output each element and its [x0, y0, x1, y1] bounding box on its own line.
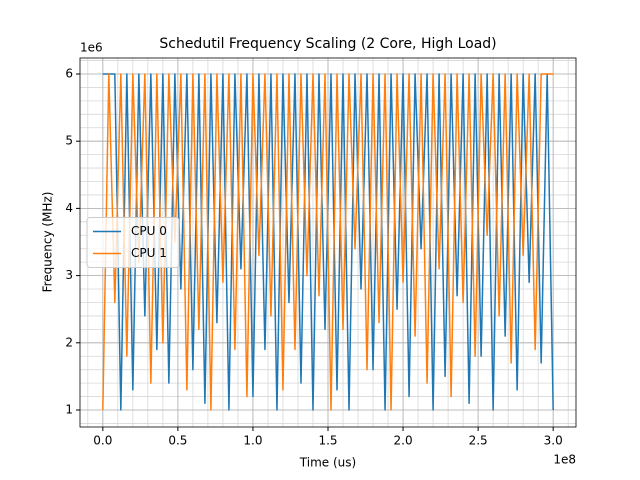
y-tick-label: 3: [65, 268, 73, 282]
legend: CPU 0 CPU 1: [86, 217, 180, 268]
y-axis-label: Frequency (MHz): [41, 192, 55, 293]
legend-box: [86, 217, 180, 268]
x-tick-label: 1.5: [318, 434, 337, 448]
y-tick-label: 2: [65, 335, 73, 349]
series-line: [102, 73, 554, 411]
x-tick-label: 0.0: [93, 434, 112, 448]
y-tick-label: 1: [65, 402, 73, 416]
y-tick-label: 6: [65, 66, 73, 80]
legend-label: CPU 1: [131, 246, 167, 260]
chart-title: Schedutil Frequency Scaling (2 Core, Hig…: [159, 36, 496, 52]
x-tick-label: 3.0: [544, 434, 563, 448]
x-axis-label: Time (us): [299, 456, 356, 470]
axes-frame: [79, 57, 577, 428]
x-tick-label: 1.0: [243, 434, 262, 448]
y-tick-label: 4: [65, 201, 73, 215]
x-tick-label: 2.5: [469, 434, 488, 448]
x-tick-label: 2.0: [394, 434, 413, 448]
x-tick-label: 0.5: [168, 434, 187, 448]
y-tick-label: 5: [65, 134, 73, 148]
x-offset-label: 1e8: [553, 453, 576, 467]
legend-label: CPU 0: [131, 224, 167, 238]
y-offset-label: 1e6: [80, 41, 103, 55]
